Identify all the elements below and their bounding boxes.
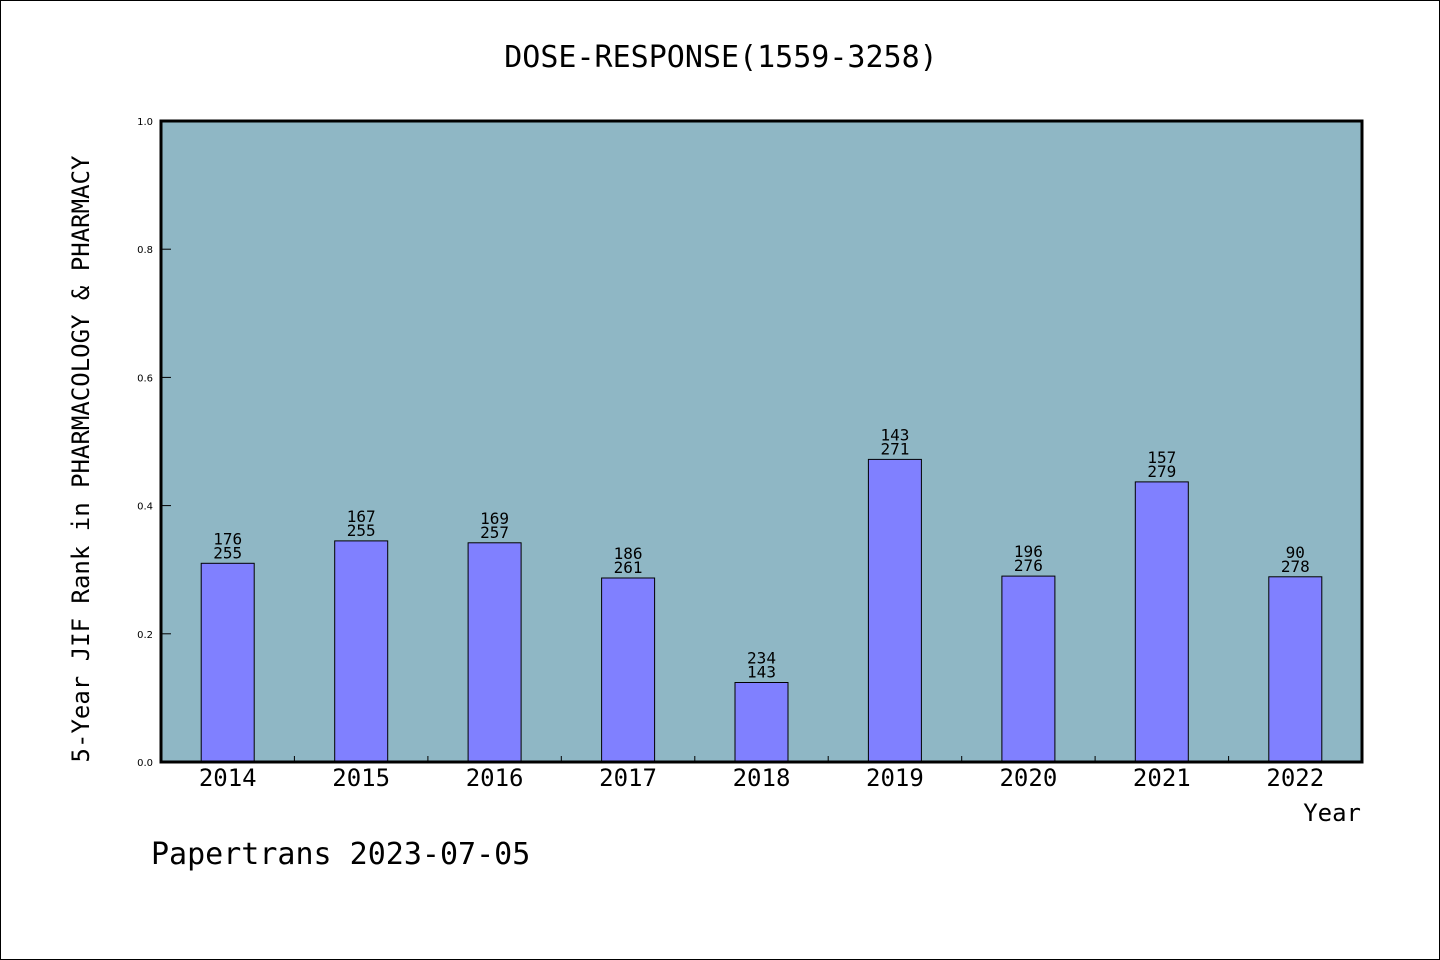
y-tick-label-0.2: 0.2	[137, 630, 153, 641]
bar-total-label-2016: 257	[480, 523, 509, 542]
bar-2014	[200, 562, 255, 763]
y-tick-label-0.8: 0.8	[137, 245, 153, 256]
y-tick-label-0.4: 0.4	[137, 502, 153, 513]
y-axis-label: 5-Year JIF Rank in PHARMACOLOGY & PHARMA…	[67, 155, 95, 762]
x-axis: 2014 2015 2016 2017 2018 2019 2020 2021 2022	[199, 756, 1324, 792]
x-axis-label: Year	[1303, 799, 1361, 827]
bar-2016	[467, 542, 522, 763]
bar-rank-label-2021: 157	[1147, 448, 1176, 467]
bar-rank-label-2020: 196	[1014, 542, 1043, 561]
bar-2015	[334, 540, 389, 763]
y-tick-label-0.6: 0.6	[137, 373, 153, 384]
x-tick-label-2020: 2020	[999, 764, 1057, 792]
bar-2020	[1001, 575, 1056, 763]
bar-total-label-2015: 255	[347, 521, 376, 540]
x-tick-label-2016: 2016	[466, 764, 524, 792]
bar-total-label-2017: 261	[614, 558, 643, 577]
y-tick-label-1.0: 1.0	[137, 117, 153, 128]
footer-credit: Papertrans 2023-07-05	[151, 837, 530, 872]
bar-2019	[867, 458, 922, 763]
x-tick-label-2017: 2017	[599, 764, 657, 792]
x-tick-label-2014: 2014	[199, 764, 257, 792]
bar-total-label-2020: 276	[1014, 556, 1043, 575]
x-tick-label-2018: 2018	[733, 764, 791, 792]
x-tick-label-2021: 2021	[1133, 764, 1191, 792]
bar-rank-label-2015: 167	[347, 507, 376, 526]
bar-rank-label-2018: 234	[747, 649, 776, 668]
bar-total-label-2022: 278	[1281, 557, 1310, 576]
bar-2017	[601, 577, 656, 763]
x-tick-label-2015: 2015	[332, 764, 390, 792]
y-tick-label-0.0: 0.0	[137, 758, 153, 769]
bar-rank-label-2022: 90	[1286, 543, 1305, 562]
bar-rank-label-2016: 169	[480, 509, 509, 528]
bar-rank-label-2019: 143	[880, 425, 909, 444]
bar-labels-group: 1762551672551692571862612341431432711962…	[213, 425, 1309, 681]
bar-2021	[1134, 481, 1189, 763]
bar-total-label-2014: 255	[213, 543, 242, 562]
bar-total-label-2021: 279	[1147, 462, 1176, 481]
x-tick-label-2022: 2022	[1266, 764, 1324, 792]
x-tick-label-2019: 2019	[866, 764, 924, 792]
plot-frame	[159, 119, 1364, 764]
bar-total-label-2019: 271	[880, 439, 909, 458]
bar-rank-label-2014: 176	[213, 529, 242, 548]
bar-2018	[734, 682, 789, 763]
bar-rank-label-2017: 186	[614, 544, 643, 563]
bars-group	[200, 458, 1323, 763]
chart-title: DOSE-RESPONSE(1559-3258)	[504, 40, 937, 75]
bar-total-label-2018: 143	[747, 663, 776, 682]
bar-2022	[1268, 576, 1323, 763]
